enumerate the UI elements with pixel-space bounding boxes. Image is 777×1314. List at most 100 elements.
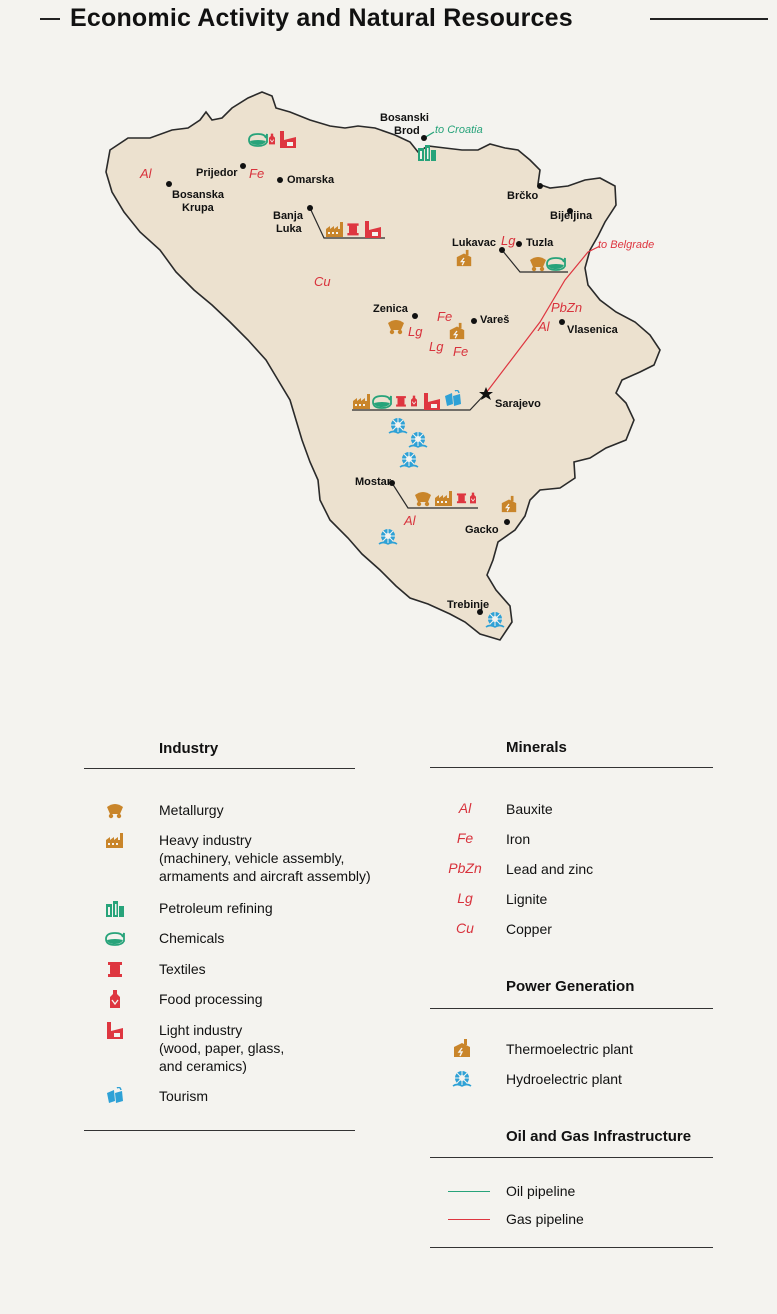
map-mineral-al-northwest: Al xyxy=(139,166,153,181)
city-label-vares: Vareš xyxy=(480,314,509,326)
legend-item-label: Thermoelectric plant xyxy=(506,1041,633,1057)
city-dot-vares xyxy=(471,318,477,324)
legend-item-label: Textiles xyxy=(159,961,206,977)
city-dot-bosanski-brod xyxy=(421,135,427,141)
map: Bosanski Brod Prijedor Omarska Bosanska Kr… xyxy=(105,91,661,641)
city-label-banja-luka: Banja Luka xyxy=(273,210,304,235)
map-mineral-fe-vares: Fe xyxy=(453,344,468,359)
city-label-zenica: Zenica xyxy=(373,303,409,315)
legend-heading-minerals: Minerals xyxy=(506,739,567,756)
city-label-sarajevo: Sarajevo xyxy=(495,398,541,410)
legend-item-label: Gas pipeline xyxy=(506,1211,584,1227)
mineral-symbol: Fe xyxy=(456,830,474,846)
map-mineral-fe-zenica: Fe xyxy=(437,309,452,324)
legend-item-label: Petroleum refining xyxy=(159,900,273,916)
legend-heading-oilgas: Oil and Gas Infrastructure xyxy=(506,1128,692,1145)
city-label-vlasenica: Vlasenica xyxy=(567,324,619,336)
cluster-leaders xyxy=(309,207,568,509)
petroleum-refining-icon xyxy=(106,901,124,917)
city-label-bijeljina: Bijeljina xyxy=(550,210,593,222)
light-industry-icon xyxy=(107,1022,123,1039)
city-label-omarska: Omarska xyxy=(287,174,335,186)
map-mineral-al-mostar: Al xyxy=(403,513,417,528)
city-dot-trebinje xyxy=(477,609,483,615)
legend-rule xyxy=(430,1008,713,1009)
city-dot-prijedor xyxy=(240,163,246,169)
city-dot-bijeljina xyxy=(567,208,573,214)
gas-pipeline-swatch xyxy=(448,1219,490,1220)
mineral-symbol: PbZn xyxy=(448,860,482,876)
legend-item-label: Bauxite xyxy=(506,801,553,817)
city-dot-lukavac xyxy=(499,247,505,253)
city-dot-brcko xyxy=(537,183,543,189)
legend-rule xyxy=(430,767,713,768)
city-dot-zenica xyxy=(412,313,418,319)
map-mineral-labels: Al Fe Cu Lg PbZn Al Fe Lg Lg Fe Al xyxy=(139,166,582,528)
map-mineral-lg-lukavac: Lg xyxy=(501,233,516,248)
city-dot-omarska xyxy=(277,177,283,183)
gas-pipeline xyxy=(485,245,601,394)
legend-item-label: Heavy industry (machinery, vehicle assem… xyxy=(159,832,371,884)
legend-item-label: Iron xyxy=(506,831,531,847)
thermoelectric-plant-icon xyxy=(453,1039,471,1057)
legend-item-label: Lead and zinc xyxy=(506,861,594,877)
city-dot-bosanska-krupa xyxy=(166,181,172,187)
map-mineral-al-vlasenica: Al xyxy=(537,319,551,334)
city-label-gacko: Gacko xyxy=(465,524,499,536)
city-label-tuzla: Tuzla xyxy=(526,237,554,249)
map-mineral-lg-vares: Lg xyxy=(429,339,444,354)
legend-item-label: Light industry (wood, paper, glass, and … xyxy=(159,1022,285,1074)
legend-item-label: Copper xyxy=(506,921,552,937)
city-dot-gacko xyxy=(504,519,510,525)
legend-item-label: Hydroelectric plant xyxy=(506,1071,622,1087)
textiles-icon xyxy=(456,493,467,504)
legend-rule xyxy=(430,1247,713,1248)
bosnia-outline xyxy=(105,91,661,641)
city-label-bosanska-krupa: Bosanska Krupa xyxy=(172,189,225,214)
legend-rule xyxy=(84,768,355,769)
pipeline-label-belgrade: to Belgrade xyxy=(598,239,654,251)
mineral-symbol: Cu xyxy=(456,920,474,936)
oil-pipeline-swatch xyxy=(448,1191,490,1192)
hydroelectric-plant-icon xyxy=(452,1070,472,1087)
legend-item-label: Lignite xyxy=(506,891,548,907)
cities xyxy=(166,135,573,615)
city-dot-banja-luka xyxy=(307,205,313,211)
title-bar: Economic Activity and Natural Resources xyxy=(0,0,777,40)
legend-heading-power: Power Generation xyxy=(506,978,635,995)
heavy-industry-icon xyxy=(106,833,123,848)
chemicals-icon xyxy=(105,932,125,946)
title-rule-left xyxy=(40,18,60,20)
city-label-prijedor: Prijedor xyxy=(196,167,238,179)
pipeline-label-croatia: to Croatia xyxy=(435,124,483,136)
city-dot-vlasenica xyxy=(559,319,565,325)
legend-rule xyxy=(84,1130,355,1131)
mineral-symbol: Lg xyxy=(457,890,473,906)
map-mineral-cu: Cu xyxy=(314,274,331,289)
legend-heading-industry: Industry xyxy=(159,740,219,757)
legend-item-label: Tourism xyxy=(159,1088,209,1104)
map-mineral-lg-zenica: Lg xyxy=(408,324,423,339)
legend-item-label: Food processing xyxy=(159,991,263,1007)
city-label-mostar: Mostar xyxy=(355,476,392,488)
title-rule-right xyxy=(650,18,768,20)
city-label-lukavac: Lukavac xyxy=(452,237,496,249)
textiles-icon xyxy=(347,223,359,236)
map-mineral-fe-prijedor: Fe xyxy=(249,166,264,181)
textiles-icon xyxy=(396,396,406,407)
mineral-symbol: Al xyxy=(458,800,472,816)
textiles-icon xyxy=(108,962,122,977)
tourism-icon xyxy=(106,1087,124,1104)
capital-star-sarajevo xyxy=(479,387,493,400)
map-mineral-pbzn: PbZn xyxy=(551,300,582,315)
legend-item-label: Chemicals xyxy=(159,930,225,946)
city-label-trebinje: Trebinje xyxy=(447,599,489,611)
city-label-bosanski-brod: Bosanski Brod xyxy=(380,112,429,137)
metallurgy-icon xyxy=(107,804,123,819)
legend-rule xyxy=(430,1157,713,1158)
page-title: Economic Activity and Natural Resources xyxy=(64,4,579,33)
legend-item-label: Metallurgy xyxy=(159,802,224,818)
legend-item-label: Oil pipeline xyxy=(506,1183,576,1199)
city-label-brcko: Brčko xyxy=(507,190,538,202)
food-processing-icon xyxy=(109,990,121,1008)
